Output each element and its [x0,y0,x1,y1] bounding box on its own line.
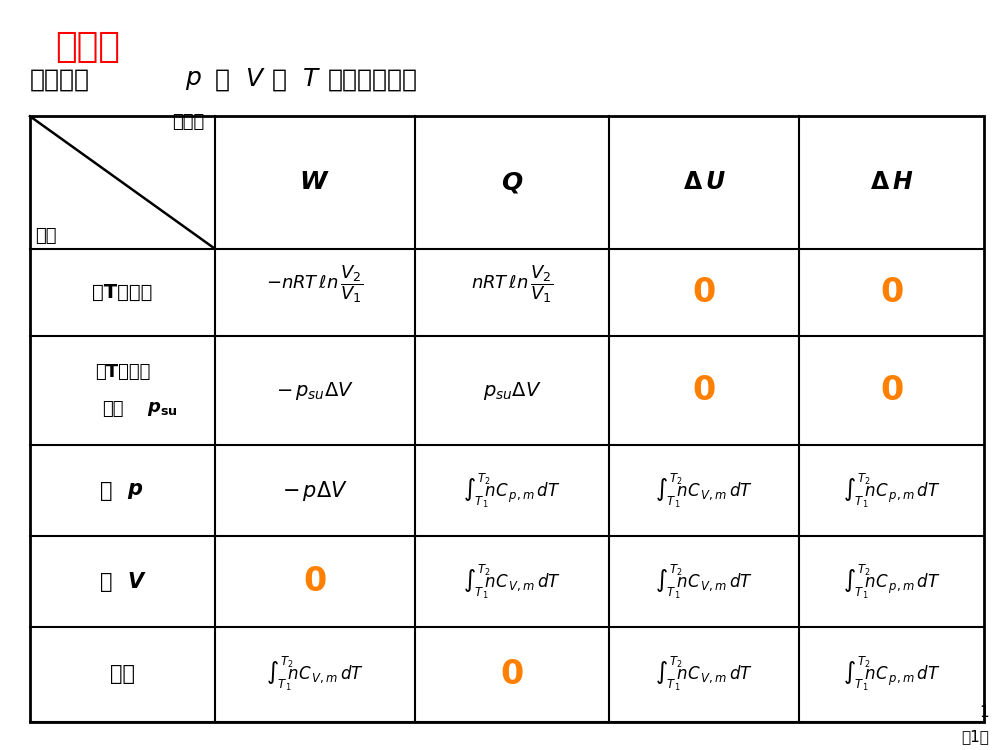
Text: 物理量: 物理量 [173,112,205,130]
Text: 定T、可逆: 定T、可逆 [92,283,153,302]
Text: $\mathbf{0}$: $\mathbf{0}$ [692,374,716,407]
Text: 抱负气体: 抱负气体 [30,68,90,92]
Text: $\mathit{T}$: $\mathit{T}$ [302,68,321,92]
Text: $\int_{T_1}^{T_2}\!\!nC_{\,V,m}\,dT$: $\int_{T_1}^{T_2}\!\!nC_{\,V,m}\,dT$ [655,472,753,510]
Text: $p_{su}\Delta V$: $p_{su}\Delta V$ [483,380,541,401]
Text: 恒定: 恒定 [102,400,124,418]
Text: 1: 1 [979,705,989,720]
Text: $nRT\,\ell n\,\dfrac{V_2}{V_1}$: $nRT\,\ell n\,\dfrac{V_2}{V_1}$ [471,264,553,305]
Text: $\int_{T_1}^{T_2}\!\!nC_{\,p,m}\,dT$: $\int_{T_1}^{T_2}\!\!nC_{\,p,m}\,dT$ [843,472,940,510]
Text: 改变过程计算: 改变过程计算 [328,68,418,92]
Text: $\mathbf{0}$: $\mathbf{0}$ [500,658,523,691]
Text: $\int_{T_1}^{T_2}\!\!nC_{\,V,m}\,dT$: $\int_{T_1}^{T_2}\!\!nC_{\,V,m}\,dT$ [655,562,753,601]
Text: 绝热: 绝热 [110,664,135,684]
Text: $\mathbf{0}$: $\mathbf{0}$ [880,374,903,407]
Text: 、: 、 [272,68,287,92]
Text: $\int_{T_1}^{T_2}\!\!nC_{\,V,m}\,dT$: $\int_{T_1}^{T_2}\!\!nC_{\,V,m}\,dT$ [463,562,561,601]
Text: 恒: 恒 [100,572,112,592]
Text: 、: 、 [215,68,230,92]
Text: 恒: 恒 [100,481,112,501]
Text: $\boldsymbol{\Delta\,H}$: $\boldsymbol{\Delta\,H}$ [870,170,913,194]
Text: $\mathbf{0}$: $\mathbf{0}$ [303,565,327,598]
Text: 回顾！: 回顾！ [55,30,120,64]
Text: $\mathit{p}$: $\mathit{p}$ [185,68,202,92]
Text: $\mathbf{0}$: $\mathbf{0}$ [692,276,716,309]
Text: $\int_{T_1}^{T_2}\!\!nC_{\,p,m}\,dT$: $\int_{T_1}^{T_2}\!\!nC_{\,p,m}\,dT$ [843,562,940,601]
Text: $\boldsymbol{p}$: $\boldsymbol{p}$ [128,481,144,501]
Text: 过程: 过程 [35,227,57,245]
Text: $-\,p\Delta V$: $-\,p\Delta V$ [282,478,348,502]
Text: 第1页: 第1页 [961,729,989,744]
Text: $\int_{T_1}^{T_2}\!\!nC_{\,V,m}\,dT$: $\int_{T_1}^{T_2}\!\!nC_{\,V,m}\,dT$ [655,655,753,693]
Text: $\mathbf{0}$: $\mathbf{0}$ [880,276,903,309]
Text: $\boldsymbol{V}$: $\boldsymbol{V}$ [128,572,147,592]
Text: $\boldsymbol{\Delta\,U}$: $\boldsymbol{\Delta\,U}$ [683,170,725,194]
Text: $\boldsymbol{p}_{\mathbf{su}}$: $\boldsymbol{p}_{\mathbf{su}}$ [148,400,178,418]
Text: $\boldsymbol{Q}$: $\boldsymbol{Q}$ [500,170,523,195]
Text: $\int_{T_1}^{T_2}\!\!nC_{\,V,m}\,dT$: $\int_{T_1}^{T_2}\!\!nC_{\,V,m}\,dT$ [266,655,364,693]
Bar [30,116,984,722]
Text: $-nRT\,\ell n\,\dfrac{V_2}{V_1}$: $-nRT\,\ell n\,\dfrac{V_2}{V_1}$ [266,264,364,305]
Text: $\int_{T_1}^{T_2}\!\!nC_{\,p,m}\,dT$: $\int_{T_1}^{T_2}\!\!nC_{\,p,m}\,dT$ [843,655,940,693]
Text: $\mathit{V}$: $\mathit{V}$ [245,68,266,92]
Text: $\boldsymbol{W}$: $\boldsymbol{W}$ [300,170,330,194]
Text: $-\,p_{su}\Delta V$: $-\,p_{su}\Delta V$ [276,380,354,401]
Text: $\int_{T_1}^{T_2}\!\!nC_{\,p,m}\,dT$: $\int_{T_1}^{T_2}\!\!nC_{\,p,m}\,dT$ [464,472,560,510]
Text: 定T、对抗: 定T、对抗 [95,363,150,381]
